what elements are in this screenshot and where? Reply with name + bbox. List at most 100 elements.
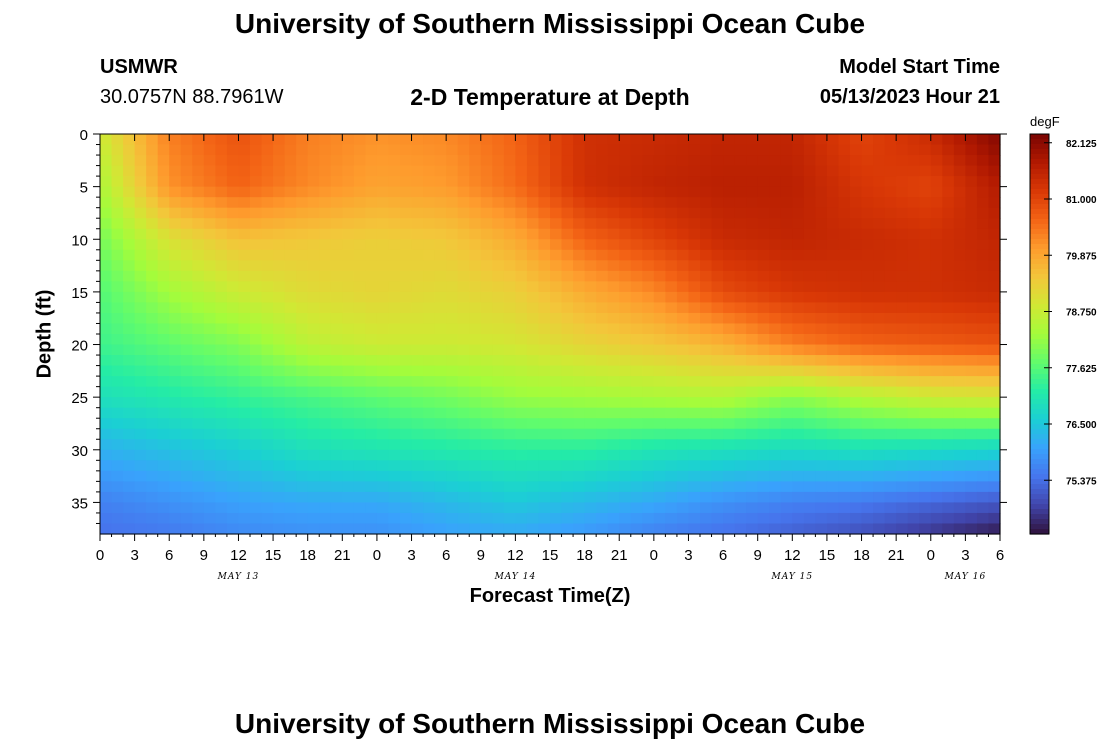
heatmap-cell xyxy=(826,197,840,209)
heatmap-cell xyxy=(769,218,782,230)
heatmap-cell xyxy=(296,386,309,398)
heatmap-cell xyxy=(930,460,943,472)
heatmap-cell xyxy=(226,144,240,156)
heatmap-cell xyxy=(342,418,355,430)
heatmap-cell xyxy=(480,344,493,356)
heatmap-cell xyxy=(492,218,505,230)
heatmap-cell xyxy=(492,176,505,188)
y-tick-label: 35 xyxy=(71,495,88,512)
heatmap-cell xyxy=(203,470,216,482)
heatmap-cell xyxy=(734,523,747,535)
heatmap-cell xyxy=(815,386,828,398)
heatmap-cell xyxy=(330,218,343,230)
heatmap-cell xyxy=(526,334,540,346)
heatmap-cell xyxy=(723,207,736,219)
heatmap-cell xyxy=(550,207,563,219)
heatmap-cell xyxy=(792,281,805,293)
heatmap-cell xyxy=(619,344,632,356)
heatmap-cell xyxy=(561,344,574,356)
heatmap-cell xyxy=(838,481,851,493)
heatmap-cell xyxy=(100,386,113,398)
heatmap-cell xyxy=(884,144,897,156)
heatmap-cell xyxy=(780,323,793,335)
heatmap-cell xyxy=(826,176,840,188)
heatmap-cell xyxy=(965,449,978,461)
heatmap-cell xyxy=(180,397,193,409)
heatmap-cell xyxy=(976,397,990,409)
heatmap-cell xyxy=(526,144,540,156)
heatmap-cell xyxy=(400,439,413,451)
heatmap-cell xyxy=(365,134,378,146)
heatmap-cell xyxy=(780,302,793,314)
heatmap-cell xyxy=(838,470,851,482)
heatmap-cell xyxy=(146,239,159,251)
heatmap-cell xyxy=(353,470,366,482)
heatmap-cell xyxy=(746,291,759,304)
heatmap-cell xyxy=(146,291,159,304)
heatmap-cell xyxy=(769,397,782,409)
heatmap-cell xyxy=(226,355,240,367)
heatmap-cell xyxy=(711,344,724,356)
heatmap-cell xyxy=(988,165,1001,177)
heatmap-cell xyxy=(757,407,770,419)
heatmap-cell xyxy=(238,323,251,335)
heatmap-cell xyxy=(169,523,182,535)
heatmap-cell xyxy=(746,155,759,167)
heatmap-cell xyxy=(157,428,170,440)
heatmap-cell xyxy=(123,365,136,377)
heatmap-cell xyxy=(446,207,459,219)
heatmap-cell xyxy=(261,218,274,230)
heatmap-cell xyxy=(180,323,193,335)
heatmap-cell xyxy=(503,365,516,377)
heatmap-cell xyxy=(919,270,932,282)
heatmap-cell xyxy=(930,165,943,177)
colorbar-swatch xyxy=(1030,259,1049,265)
heatmap-cell xyxy=(480,302,493,314)
heatmap-cell xyxy=(665,155,678,167)
heatmap-cell xyxy=(157,260,170,272)
heatmap-cell xyxy=(988,218,1001,230)
heatmap-cell xyxy=(192,355,205,367)
heatmap-cell xyxy=(353,186,366,198)
heatmap-cell xyxy=(157,491,170,504)
heatmap-cell xyxy=(953,470,966,482)
heatmap-cell xyxy=(411,344,424,356)
heatmap-cell xyxy=(596,228,609,240)
heatmap-cell xyxy=(573,197,586,209)
heatmap-cell xyxy=(711,386,724,398)
heatmap-cell xyxy=(538,134,551,146)
heatmap-cell xyxy=(919,386,932,398)
heatmap-cell xyxy=(734,365,747,377)
heatmap-cell xyxy=(226,165,240,177)
heatmap-cell xyxy=(734,376,747,388)
heatmap-cell xyxy=(907,407,920,419)
heatmap-cell xyxy=(307,407,320,419)
heatmap-cell xyxy=(180,512,193,525)
heatmap-cell xyxy=(111,281,124,293)
heatmap-cell xyxy=(296,281,309,293)
heatmap-cell xyxy=(134,460,147,472)
x-tick-label: 6 xyxy=(996,547,1004,564)
heatmap-cell xyxy=(330,386,343,398)
heatmap-cell xyxy=(861,428,874,440)
heatmap-cell xyxy=(365,355,378,367)
heatmap-cell xyxy=(423,249,436,261)
heatmap-cell xyxy=(873,134,886,146)
heatmap-cell xyxy=(446,176,459,188)
heatmap-cell xyxy=(919,418,932,430)
heatmap-cell xyxy=(203,312,216,325)
heatmap-cell xyxy=(561,439,574,451)
heatmap-cell xyxy=(480,491,493,504)
heatmap-cell xyxy=(780,439,793,451)
heatmap-cell xyxy=(134,397,147,409)
heatmap-cell xyxy=(573,502,586,514)
heatmap-cell xyxy=(642,144,655,156)
heatmap-cell xyxy=(515,491,528,504)
colorbar-swatch xyxy=(1030,469,1049,475)
heatmap-cell xyxy=(930,197,943,209)
heatmap-cell xyxy=(146,491,159,504)
heatmap-cell xyxy=(215,312,228,325)
heatmap-cell xyxy=(573,155,586,167)
heatmap-cell xyxy=(457,449,470,461)
heatmap-cell xyxy=(480,376,493,388)
